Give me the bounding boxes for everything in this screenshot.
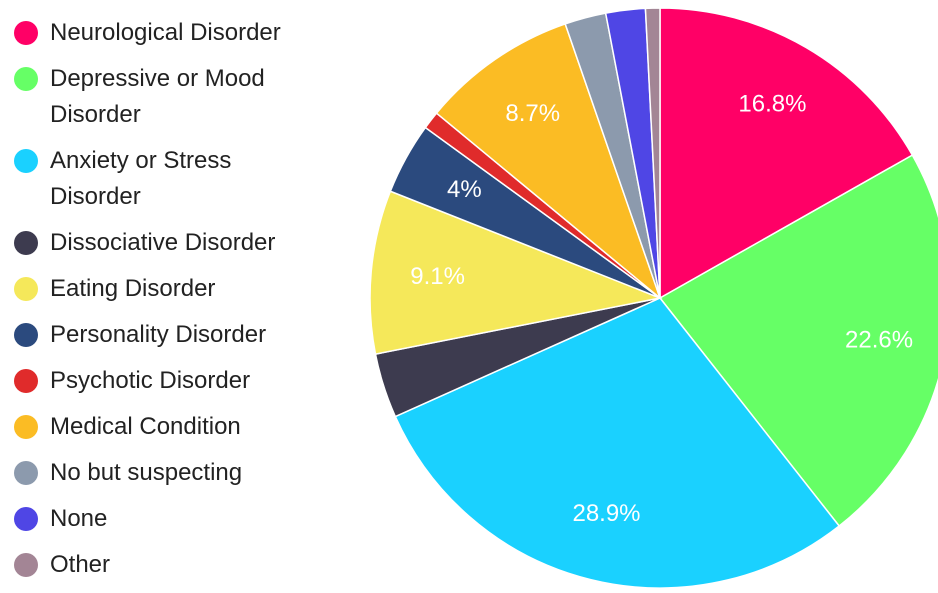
legend-item: Psychotic Disorder <box>14 363 334 399</box>
legend-label: Anxiety or Stress Disorder <box>50 147 232 210</box>
legend-swatch <box>14 507 38 531</box>
legend-label: No but suspecting <box>50 459 243 486</box>
legend-swatch <box>14 323 38 347</box>
legend-item: Medical Condition <box>14 409 334 445</box>
data-label: 4% <box>447 176 482 203</box>
legend-item: Other <box>14 547 334 583</box>
legend-label: None <box>50 505 108 532</box>
data-label: 16.8% <box>738 90 806 117</box>
legend-item: None <box>14 501 334 537</box>
legend-label: Personality Disorder <box>50 321 267 348</box>
legend-item: Depressive or Mood Disorder <box>14 61 334 133</box>
legend-label: Eating Disorder <box>50 275 216 302</box>
pie-slice <box>394 297 841 588</box>
legend-item: Anxiety or Stress Disorder <box>14 143 334 215</box>
pie-slice <box>644 7 661 299</box>
legend-item: No but suspecting <box>14 455 334 491</box>
data-label: 8.7% <box>505 100 560 127</box>
legend-swatch <box>14 21 38 45</box>
data-label: 28.9% <box>572 500 640 527</box>
legend-item: Dissociative Disorder <box>14 225 334 261</box>
legend-swatch <box>14 149 38 173</box>
pie-slice <box>435 22 662 301</box>
legend: Neurological Disorder Depressive or Mood … <box>14 15 334 593</box>
legend-swatch <box>14 461 38 485</box>
legend-label: Neurological Disorder <box>50 19 281 46</box>
legend-swatch <box>14 277 38 301</box>
pie-slice <box>659 7 914 300</box>
legend-swatch <box>14 67 38 91</box>
legend-item: Neurological Disorder <box>14 15 334 51</box>
legend-label: Medical Condition <box>50 413 241 440</box>
legend-swatch <box>14 553 38 577</box>
legend-label: Dissociative Disorder <box>50 229 276 256</box>
legend-label: Psychotic Disorder <box>50 367 251 394</box>
legend-label: Other <box>50 551 111 578</box>
legend-label: Depressive or Mood Disorder <box>50 65 265 128</box>
legend-item: Eating Disorder <box>14 271 334 307</box>
data-label: 9.1% <box>410 263 465 290</box>
data-label: 22.6% <box>845 327 913 354</box>
legend-swatch <box>14 415 38 439</box>
legend-swatch <box>14 231 38 255</box>
pie-slice <box>369 190 663 356</box>
legend-swatch <box>14 369 38 393</box>
legend-item: Personality Disorder <box>14 317 334 353</box>
pie-slice <box>658 154 938 528</box>
